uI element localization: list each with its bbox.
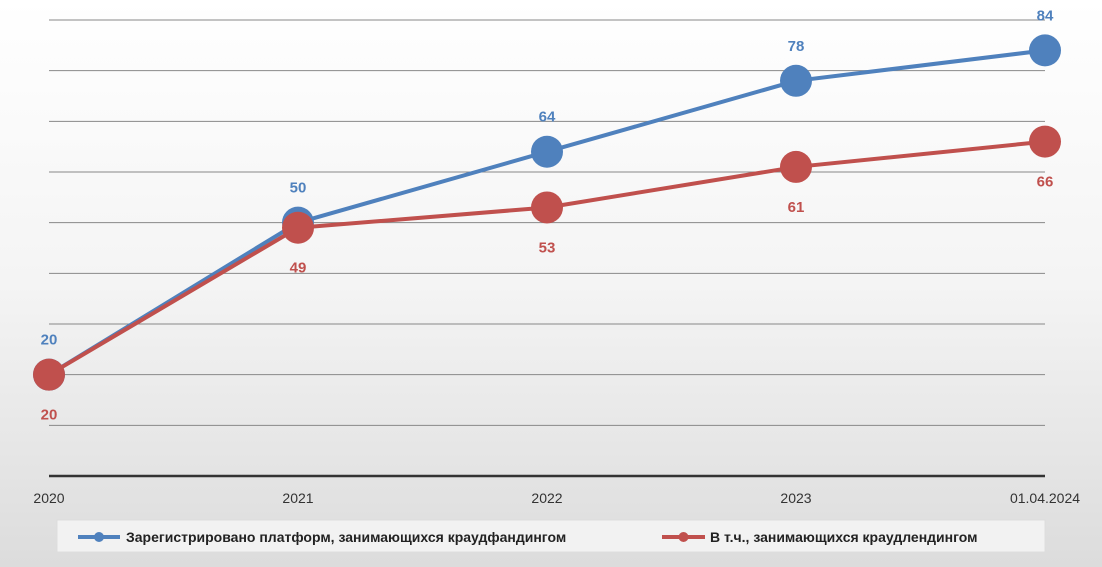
data-label: 20	[41, 332, 58, 349]
legend-entry: Зарегистрировано платформ, занимающихся …	[78, 529, 566, 545]
data-label: 50	[290, 180, 307, 197]
series-area	[33, 34, 1061, 391]
data-point	[1029, 34, 1061, 67]
data-point	[780, 150, 812, 183]
data-point	[531, 135, 563, 168]
data-point	[33, 358, 65, 391]
data-label: 66	[1037, 174, 1054, 191]
data-label: 61	[788, 199, 805, 216]
x-tick-label: 2023	[780, 490, 811, 506]
data-label: 78	[788, 38, 805, 55]
legend-label: В т.ч., занимающихся краудлендингом	[710, 529, 978, 545]
legend-swatch-marker	[678, 532, 689, 542]
data-point	[780, 64, 812, 97]
data-point	[282, 211, 314, 244]
legend-box	[56, 519, 1046, 553]
data-point	[1029, 125, 1061, 158]
data-label: 84	[1037, 7, 1054, 24]
legend: Зарегистрировано платформ, занимающихся …	[56, 519, 1046, 553]
x-axis: 2020 2021 2022 2023 01.04.2024	[33, 474, 1080, 506]
legend-label: Зарегистрировано платформ, занимающихся …	[126, 529, 566, 545]
x-tick-label: 2020	[33, 490, 64, 506]
series-line	[47, 139, 1046, 377]
data-labels: 20 50 64 78 84 20 49 53 61 66	[41, 7, 1054, 423]
series-2	[33, 125, 1061, 391]
legend-entry: В т.ч., занимающихся краудлендингом	[662, 529, 978, 545]
legend-swatch-marker	[94, 532, 104, 542]
data-label: 64	[539, 109, 556, 126]
data-label: 20	[41, 407, 58, 424]
data-label: 53	[539, 239, 556, 256]
x-tick-label: 2021	[282, 490, 313, 506]
x-tick-label: 2022	[531, 490, 562, 506]
x-tick-label: 01.04.2024	[1010, 490, 1080, 506]
data-label: 49	[290, 260, 307, 277]
data-point	[531, 191, 563, 224]
